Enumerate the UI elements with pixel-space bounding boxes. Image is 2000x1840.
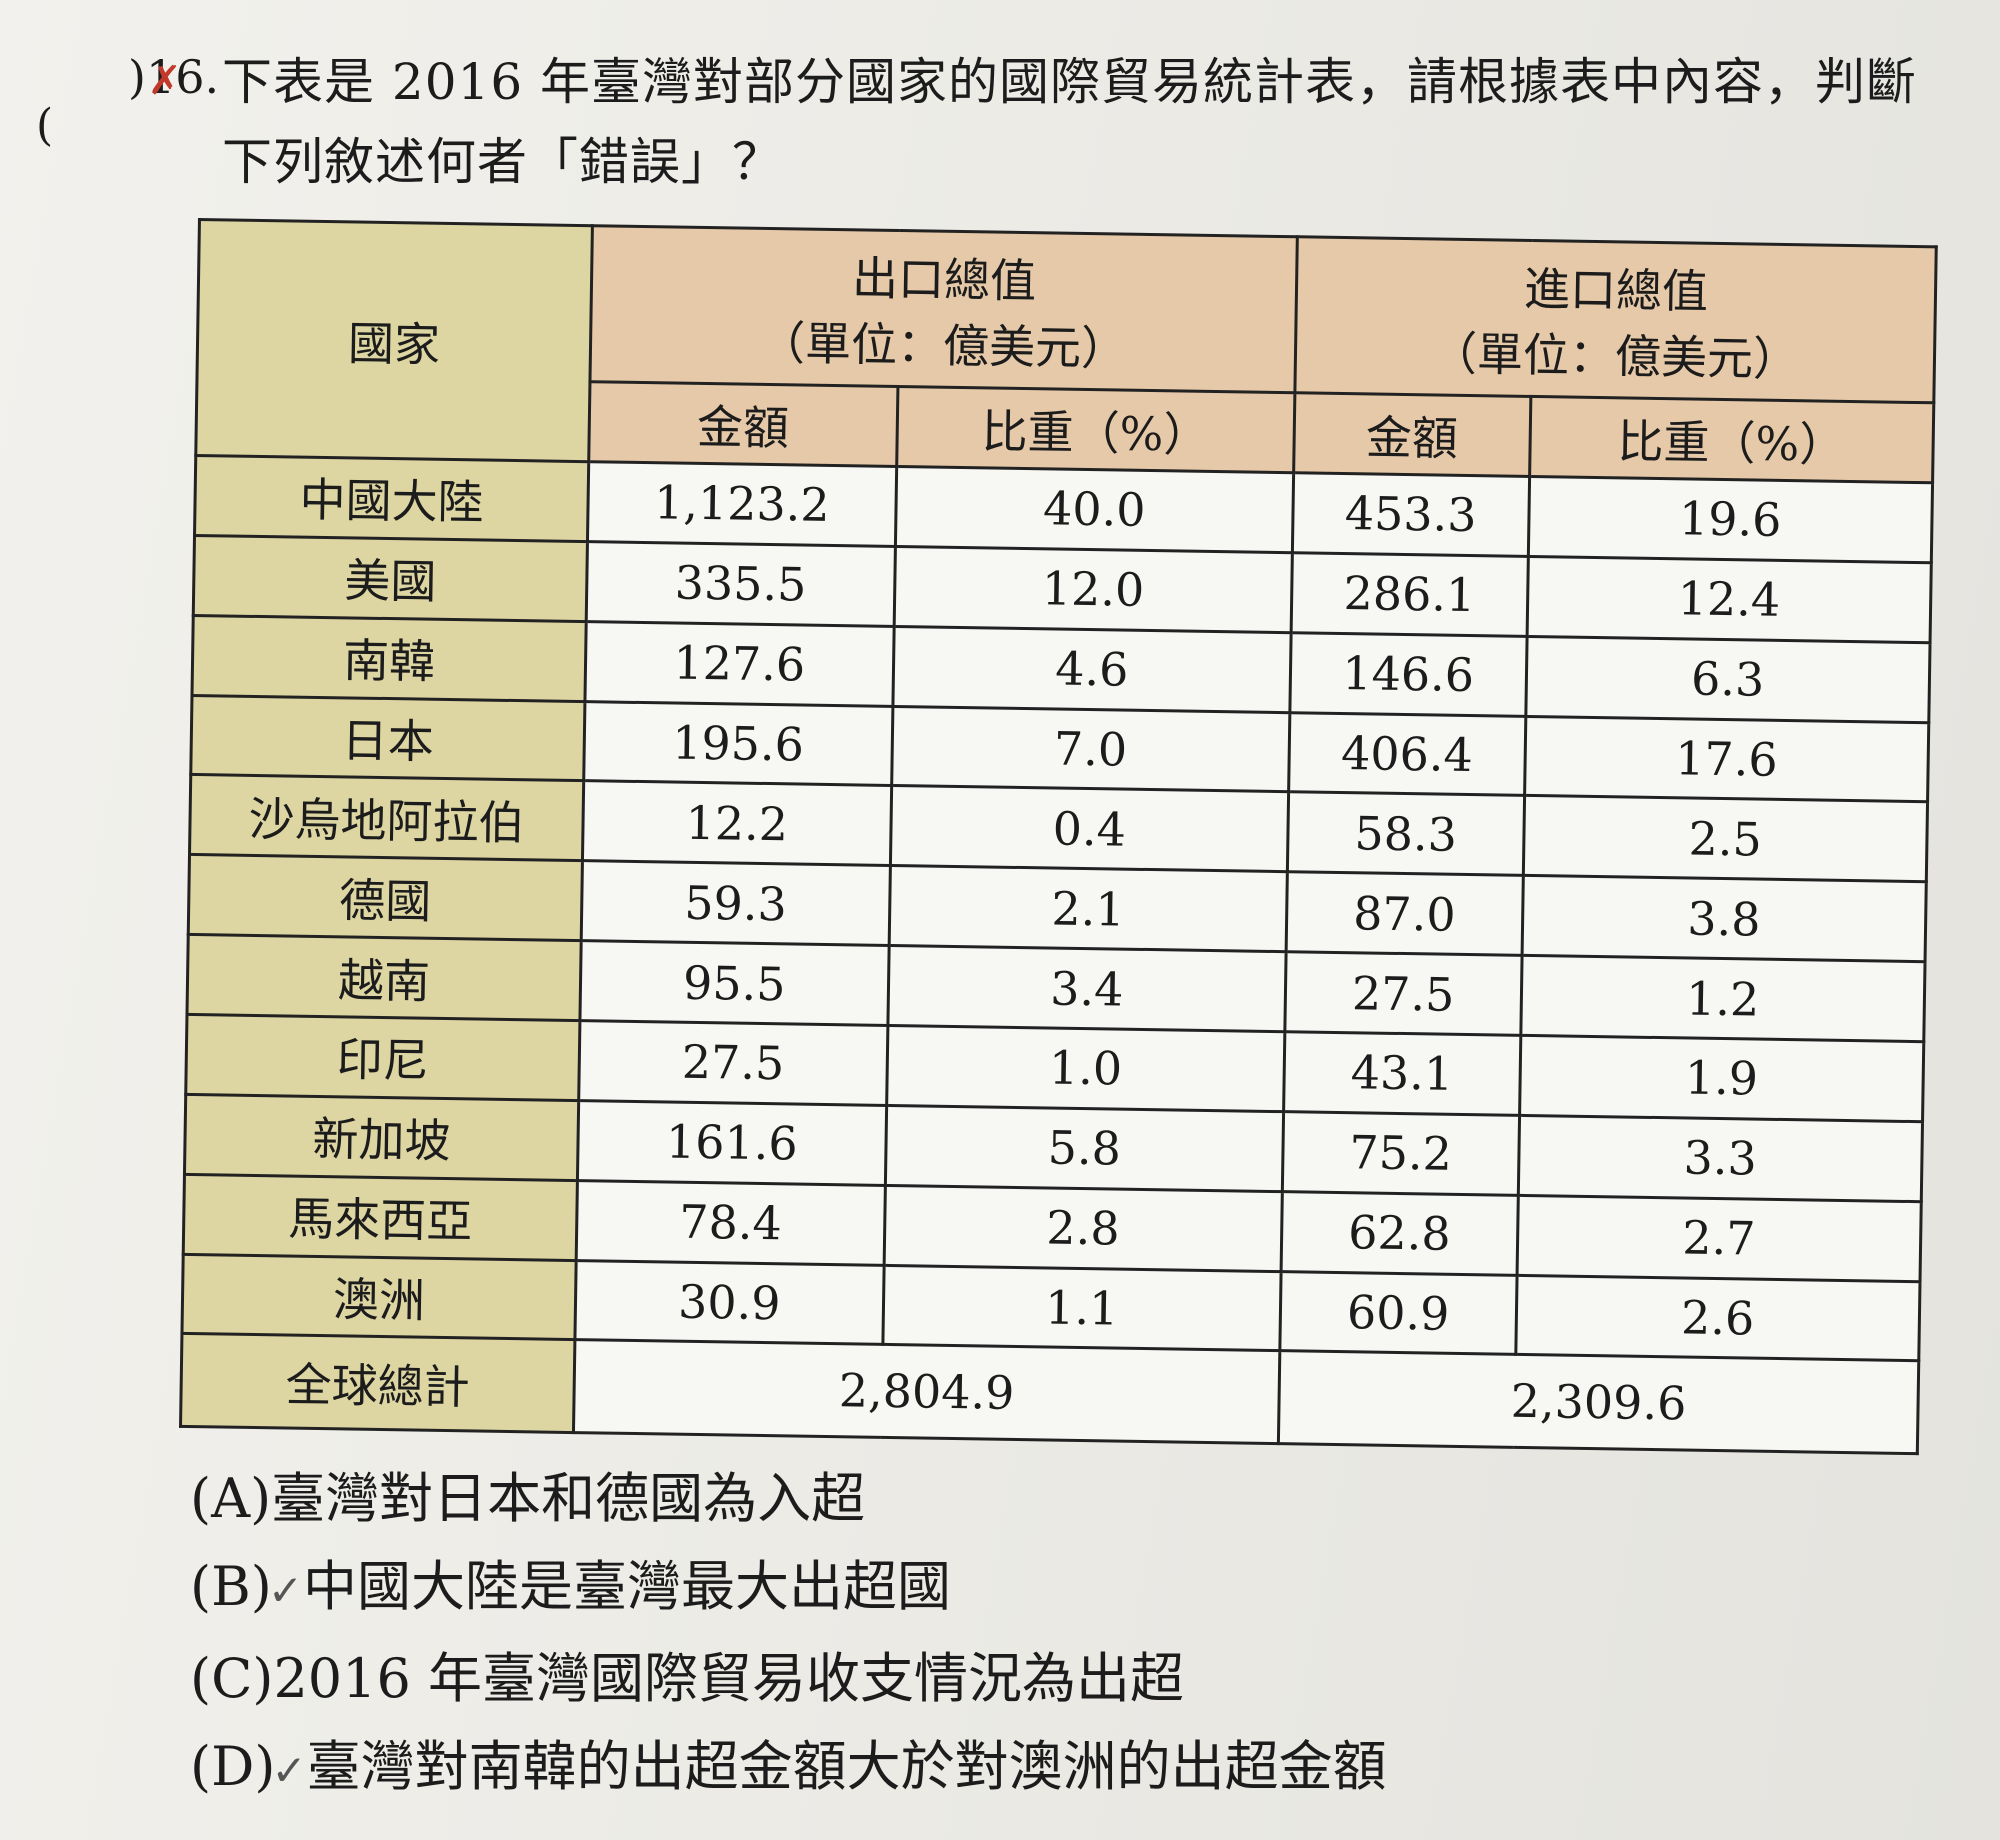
question-number-text: )16. — [128, 50, 220, 104]
import-share-cell: 12.4 — [1526, 556, 1932, 643]
wrong-mark-icon: ✗ — [148, 58, 182, 104]
question-text-line1: 下表是 2016 年臺灣對部分國家的國際貿易統計表，請根據表中內容，判斷 — [222, 53, 1918, 111]
option-letter: (C) — [190, 1647, 274, 1710]
trade-statistics-table: 國家 出口總值 （單位：億美元） 進口總值 （單位：億美元） 金額 比重（%） … — [179, 218, 1938, 1455]
import-share-cell: 1.9 — [1519, 1035, 1924, 1122]
answer-paren: ( — [36, 100, 54, 151]
import-share-cell: 2.6 — [1515, 1274, 1921, 1362]
import-amount-cell: 43.1 — [1283, 1031, 1521, 1116]
import-amount-cell: 286.1 — [1291, 552, 1528, 637]
country-cell: 美國 — [193, 535, 588, 622]
country-cell: 中國大陸 — [194, 455, 589, 542]
option-c[interactable]: (C)2016 年臺灣國際貿易收支情況為出超 — [190, 1635, 1387, 1723]
export-total: 2,804.9 — [573, 1339, 1280, 1444]
export-header: 出口總值 （單位：億美元） — [589, 225, 1298, 393]
export-share-cell: 3.4 — [887, 945, 1287, 1032]
export-header-unit: （單位：億美元） — [758, 315, 1128, 376]
country-cell: 沙烏地阿拉伯 — [189, 774, 584, 861]
option-d[interactable]: (D)✓臺灣對南韓的出超金額大於對澳洲的出超金額 — [190, 1723, 1387, 1815]
export-amount-cell: 30.9 — [574, 1260, 884, 1345]
export-amount-cell: 12.2 — [582, 781, 892, 866]
option-letter: (B) — [190, 1555, 272, 1618]
import-share-cell: 1.2 — [1520, 955, 1926, 1042]
import-header: 進口總值 （單位：億美元） — [1294, 236, 1937, 403]
import-amount-cell: 146.6 — [1289, 632, 1527, 717]
import-amount-cell: 60.9 — [1279, 1271, 1517, 1355]
export-amount-cell: 95.5 — [579, 940, 889, 1026]
import-amount-cell: 58.3 — [1287, 792, 1525, 876]
import-share-cell: 3.3 — [1517, 1115, 1923, 1202]
export-amount-cell: 195.6 — [583, 701, 893, 786]
export-share-cell: 2.1 — [888, 865, 1288, 952]
country-cell: 新加坡 — [184, 1094, 579, 1181]
export-share-cell: 12.0 — [893, 546, 1293, 633]
export-amount-cell: 59.3 — [581, 860, 890, 946]
import-amount-cell: 453.3 — [1292, 472, 1530, 557]
option-letter: (A) — [190, 1467, 272, 1530]
option-letter: (D) — [190, 1735, 276, 1798]
country-header: 國家 — [195, 219, 593, 462]
total-label: 全球總計 — [180, 1333, 575, 1433]
import-share-cell: 3.8 — [1521, 875, 1927, 962]
country-cell: 馬來西亞 — [183, 1174, 578, 1261]
export-share-cell: 1.1 — [882, 1264, 1282, 1352]
option-text: 中國大陸是臺灣最大出超國 — [303, 1555, 952, 1618]
option-b[interactable]: (B)✓中國大陸是臺灣最大出超國 — [190, 1543, 1387, 1635]
option-text: 臺灣對南韓的出超金額大於對澳洲的出超金額 — [306, 1735, 1387, 1798]
export-amount-cell: 1,123.2 — [587, 461, 897, 547]
import-share-cell: 17.6 — [1524, 716, 1929, 803]
question-text-line2: 下列敘述何者「錯誤」？ — [222, 133, 783, 191]
option-a[interactable]: (A)臺灣對日本和德國為入超 — [190, 1455, 1387, 1543]
import-header-unit: （單位：億美元） — [1430, 325, 1800, 386]
country-cell: 德國 — [188, 854, 583, 941]
import-share-header: 比重（%） — [1529, 396, 1934, 483]
import-amount-cell: 27.5 — [1284, 951, 1522, 1036]
import-amount-cell: 75.2 — [1282, 1111, 1520, 1196]
import-amount-cell: 406.4 — [1288, 712, 1526, 796]
option-text: 臺灣對日本和德國為入超 — [271, 1467, 866, 1530]
export-amount-cell: 78.4 — [576, 1180, 885, 1265]
import-share-cell: 2.5 — [1522, 795, 1928, 883]
export-amount-header: 金額 — [588, 381, 898, 467]
option-text: 2016 年臺灣國際貿易收支情況為出超 — [273, 1647, 1185, 1710]
check-mark-icon: ✓ — [267, 1566, 304, 1615]
export-amount-cell: 335.5 — [586, 541, 896, 627]
import-share-cell: 19.6 — [1527, 476, 1933, 563]
export-share-cell: 40.0 — [895, 466, 1294, 553]
export-amount-cell: 27.5 — [578, 1020, 888, 1106]
country-cell: 越南 — [186, 934, 582, 1021]
export-header-title: 出口總值 — [851, 250, 1037, 308]
export-share-cell: 7.0 — [891, 706, 1290, 793]
import-amount-header: 金額 — [1293, 392, 1531, 477]
export-amount-cell: 161.6 — [577, 1100, 887, 1186]
import-amount-cell: 62.8 — [1281, 1191, 1518, 1275]
country-cell: 南韓 — [192, 615, 587, 702]
export-share-cell: 1.0 — [886, 1025, 1285, 1112]
export-share-cell: 5.8 — [884, 1105, 1284, 1192]
export-share-cell: 2.8 — [883, 1185, 1283, 1272]
import-total: 2,309.6 — [1278, 1351, 1919, 1454]
check-mark-icon: ✓ — [271, 1746, 307, 1795]
country-cell: 澳洲 — [181, 1253, 577, 1340]
country-cell: 印尼 — [185, 1014, 580, 1101]
import-header-title: 進口總值 — [1523, 261, 1709, 319]
export-share-cell: 4.6 — [892, 626, 1292, 713]
import-share-cell: 2.7 — [1516, 1195, 1922, 1282]
export-amount-cell: 127.6 — [584, 621, 894, 707]
import-share-cell: 6.3 — [1525, 636, 1931, 723]
question-number: )16. ✗ — [128, 50, 219, 104]
export-share-cell: 0.4 — [889, 785, 1289, 872]
export-share-header: 比重（%） — [896, 386, 1295, 473]
answer-options: (A)臺灣對日本和德國為入超 (B)✓中國大陸是臺灣最大出超國 (C)2016 … — [190, 1455, 1387, 1815]
country-cell: 日本 — [190, 695, 585, 782]
import-amount-cell: 87.0 — [1286, 871, 1523, 956]
